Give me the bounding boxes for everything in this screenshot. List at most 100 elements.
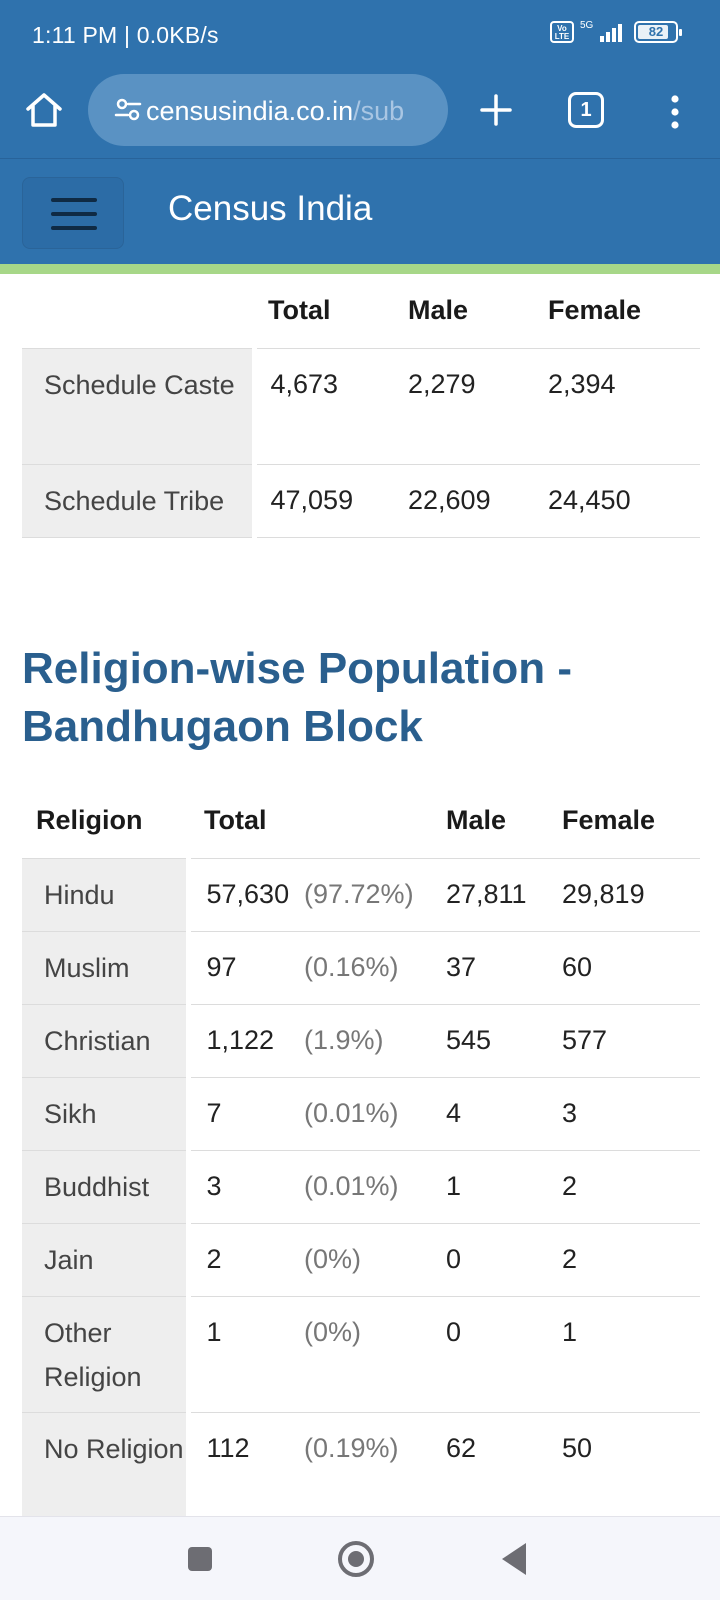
table-row: Hindu 57,630 (97.72%) 27,811 29,819 bbox=[22, 858, 700, 932]
url-path: /sub bbox=[353, 96, 405, 126]
cell-female: 60 bbox=[562, 931, 700, 1005]
cell-total: 2 bbox=[188, 1223, 304, 1297]
cell-male: 0 bbox=[446, 1223, 562, 1297]
back-icon[interactable] bbox=[502, 1543, 526, 1575]
religion-table: Religion Total Male Female Hindu 57,630 (9… bbox=[22, 784, 700, 1516]
cell-total: 1,122 bbox=[188, 1004, 304, 1078]
row-label: Christian bbox=[22, 1004, 191, 1078]
system-nav-bar bbox=[0, 1516, 720, 1600]
battery-icon: 82 bbox=[634, 21, 682, 43]
cell-percent: (0.16%) bbox=[304, 931, 446, 1005]
status-bar: 1:11 PM | 0.0KB/s Vo LTE 5G 82 bbox=[0, 0, 720, 72]
cell-male: 27,811 bbox=[446, 858, 562, 932]
recents-icon[interactable] bbox=[188, 1547, 212, 1571]
table-row: Buddhist 3 (0.01%) 1 2 bbox=[22, 1150, 700, 1224]
column-header-total: Total bbox=[188, 784, 304, 859]
cell-female: 50 bbox=[562, 1412, 700, 1516]
row-label: Muslim bbox=[22, 931, 191, 1005]
table-row: Sikh 7 (0.01%) 4 3 bbox=[22, 1077, 700, 1151]
cell-male: 4 bbox=[446, 1077, 562, 1151]
accent-strip bbox=[0, 264, 720, 274]
site-settings-icon[interactable] bbox=[114, 98, 144, 122]
cell-total: 1 bbox=[188, 1296, 304, 1413]
table-row: Schedule Caste 4,673 2,279 2,394 bbox=[22, 348, 700, 465]
cell-female: 2,394 bbox=[534, 348, 700, 465]
home-circle-icon[interactable] bbox=[338, 1541, 374, 1577]
cell-female: 3 bbox=[562, 1077, 700, 1151]
signal-strength-icon bbox=[600, 22, 622, 42]
row-label: Jain bbox=[22, 1223, 191, 1297]
status-time: 1:11 PM | 0.0KB/s bbox=[32, 22, 219, 48]
url-domain: censusindia.co.in bbox=[146, 96, 354, 126]
plus-icon[interactable] bbox=[476, 90, 516, 130]
table-header-row: Total Male Female bbox=[22, 274, 700, 349]
network-type-icon: 5G bbox=[580, 20, 594, 31]
cell-male: 22,609 bbox=[394, 464, 534, 538]
cell-female: 2 bbox=[562, 1223, 700, 1297]
cell-male: 1 bbox=[446, 1150, 562, 1224]
cell-male: 545 bbox=[446, 1004, 562, 1078]
table-row: No Religion 112 (0.19%) 62 50 bbox=[22, 1412, 700, 1516]
row-label: Schedule Tribe bbox=[22, 464, 257, 538]
caste-table: Total Male Female Schedule Caste 4,673 2… bbox=[22, 274, 700, 538]
browser-toolbar: censusindia.co.in/sub 1 bbox=[0, 72, 720, 158]
cell-total: 4,673 bbox=[254, 348, 394, 465]
cell-female: 577 bbox=[562, 1004, 700, 1078]
url-text[interactable]: censusindia.co.in/sub bbox=[146, 96, 436, 127]
column-header: Female bbox=[534, 274, 700, 349]
row-label: Buddhist bbox=[22, 1150, 191, 1224]
volte-icon: Vo LTE bbox=[550, 21, 574, 43]
cell-male: 2,279 bbox=[394, 348, 534, 465]
page-content: Total Male Female Schedule Caste 4,673 2… bbox=[22, 274, 700, 1516]
cell-total: 3 bbox=[188, 1150, 304, 1224]
row-label: Schedule Caste bbox=[22, 348, 257, 465]
column-header-pct bbox=[304, 784, 446, 859]
column-header: Total bbox=[254, 274, 394, 349]
column-header: Male bbox=[394, 274, 534, 349]
cell-female: 2 bbox=[562, 1150, 700, 1224]
cell-female: 29,819 bbox=[562, 858, 700, 932]
cell-male: 0 bbox=[446, 1296, 562, 1413]
cell-female: 1 bbox=[562, 1296, 700, 1413]
site-navbar: Census India bbox=[0, 158, 720, 264]
cell-percent: (0%) bbox=[304, 1223, 446, 1297]
address-bar[interactable]: censusindia.co.in/sub bbox=[88, 74, 448, 146]
cell-percent: (0%) bbox=[304, 1296, 446, 1413]
column-header bbox=[22, 274, 254, 349]
cell-female: 24,450 bbox=[534, 464, 700, 538]
cell-percent: (97.72%) bbox=[304, 858, 446, 932]
cell-male: 37 bbox=[446, 931, 562, 1005]
column-header-male: Male bbox=[446, 784, 562, 859]
browser-chrome: 1:11 PM | 0.0KB/s Vo LTE 5G 82 bbox=[0, 0, 720, 264]
table-row: Jain 2 (0%) 0 2 bbox=[22, 1223, 700, 1297]
battery-fill bbox=[638, 25, 668, 39]
table-row: Other Religion 1 (0%) 0 1 bbox=[22, 1296, 700, 1413]
cell-total: 47,059 bbox=[254, 464, 394, 538]
site-brand[interactable]: Census India bbox=[168, 189, 373, 228]
hamburger-menu-icon[interactable] bbox=[22, 177, 124, 249]
column-header-religion: Religion bbox=[22, 784, 188, 859]
cell-percent: (0.01%) bbox=[304, 1150, 446, 1224]
cell-total: 112 bbox=[188, 1412, 304, 1516]
battery-level-text: 82 bbox=[648, 24, 664, 39]
cell-percent: (1.9%) bbox=[304, 1004, 446, 1078]
cell-total: 7 bbox=[188, 1077, 304, 1151]
table-row: Muslim 97 (0.16%) 37 60 bbox=[22, 931, 700, 1005]
row-label: Sikh bbox=[22, 1077, 191, 1151]
row-label: Hindu bbox=[22, 858, 191, 932]
section-title: Religion-wise Population - Bandhugaon Bl… bbox=[22, 644, 572, 751]
row-label: Other Religion bbox=[22, 1296, 191, 1413]
row-label: No Religion bbox=[22, 1412, 191, 1516]
home-icon[interactable] bbox=[22, 88, 66, 132]
cell-percent: (0.19%) bbox=[304, 1412, 446, 1516]
more-vert-icon[interactable] bbox=[660, 92, 690, 132]
column-header-female: Female bbox=[562, 784, 700, 859]
tabs-icon[interactable]: 1 bbox=[568, 92, 604, 128]
table-row: Christian 1,122 (1.9%) 545 577 bbox=[22, 1004, 700, 1078]
cell-total: 97 bbox=[188, 931, 304, 1005]
cell-male: 62 bbox=[446, 1412, 562, 1516]
cell-percent: (0.01%) bbox=[304, 1077, 446, 1151]
table-header-row: Religion Total Male Female bbox=[22, 784, 700, 859]
status-icons: Vo LTE 5G 82 bbox=[550, 20, 682, 44]
cell-total: 57,630 bbox=[188, 858, 304, 932]
